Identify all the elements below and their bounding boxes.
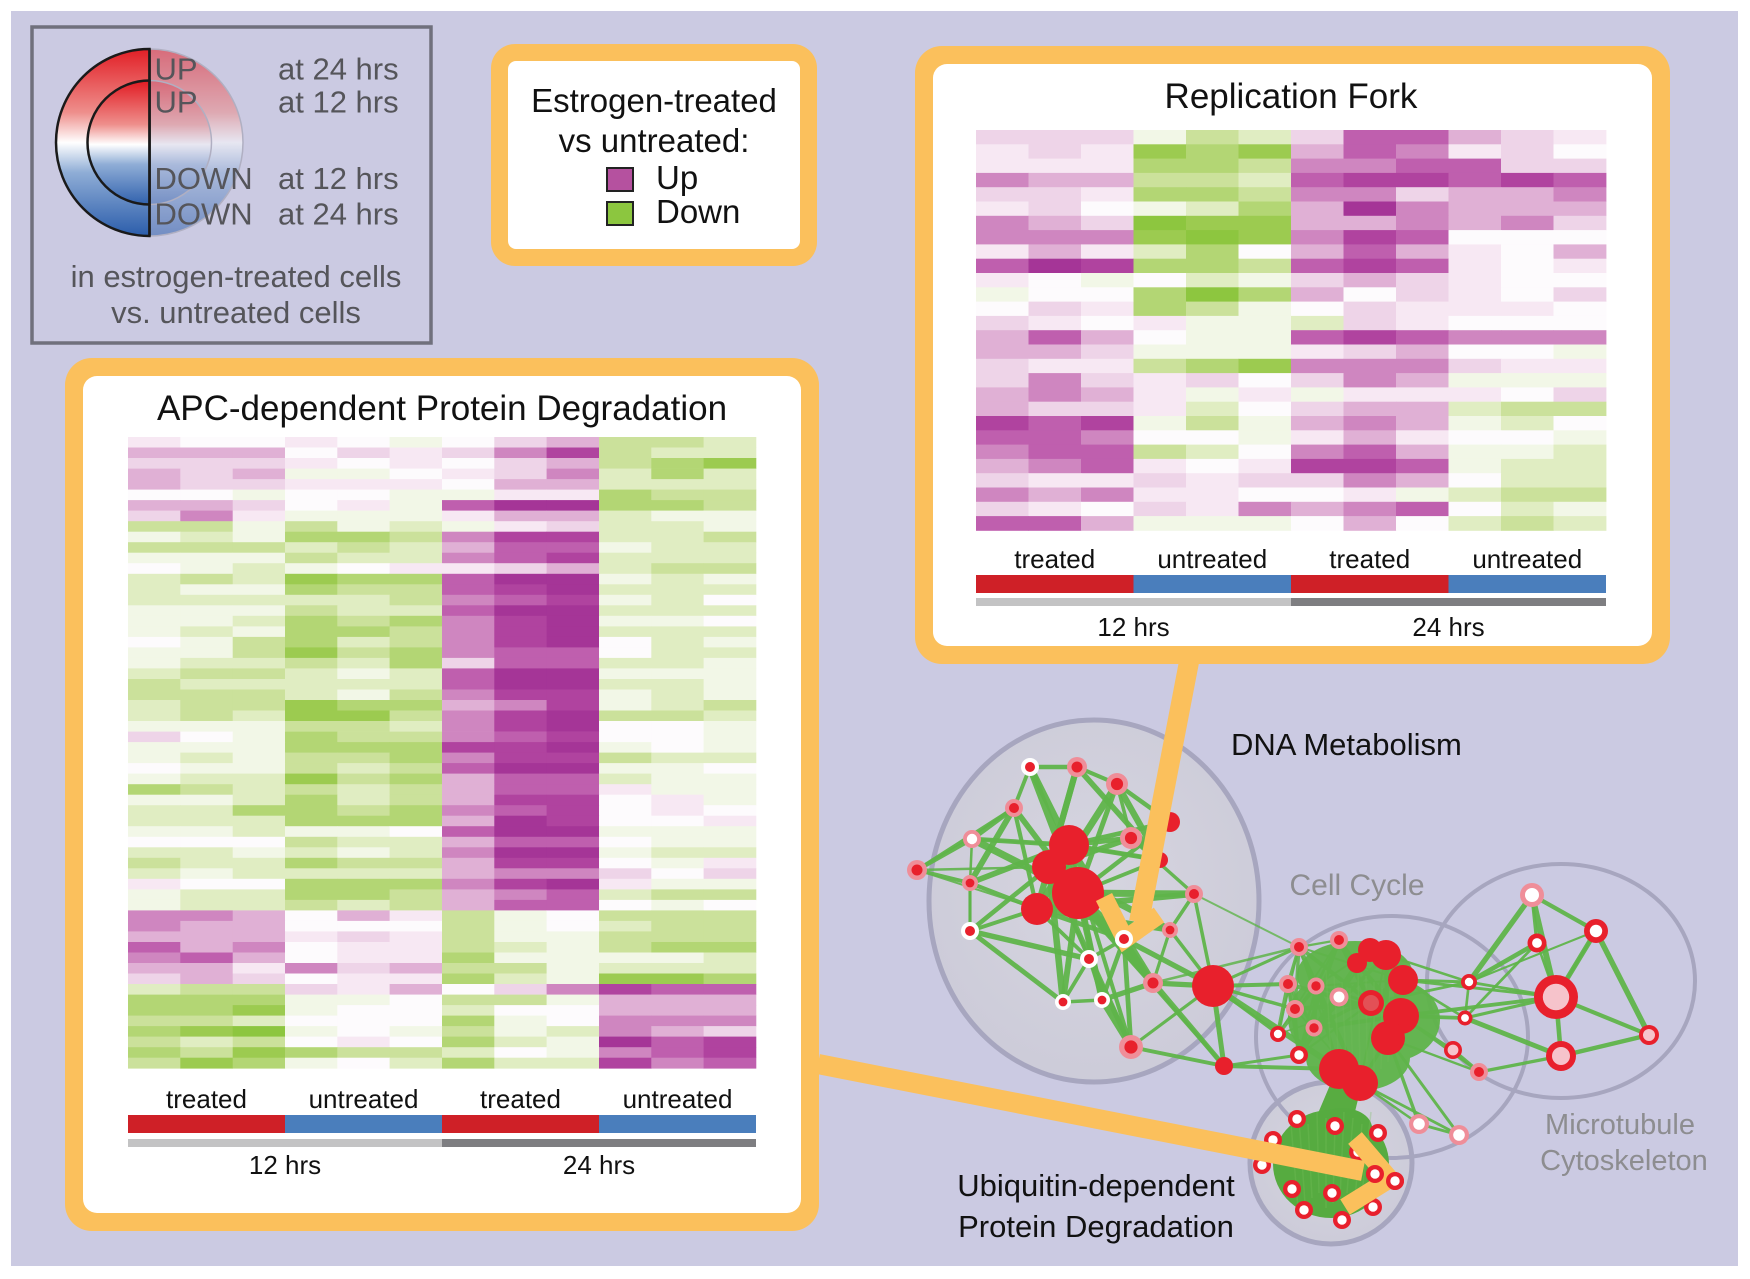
svg-text:treated: treated <box>1329 544 1410 574</box>
svg-text:Microtubule: Microtubule <box>1545 1109 1695 1141</box>
svg-text:24 hrs: 24 hrs <box>563 1150 635 1180</box>
svg-text:Down: Down <box>656 193 740 230</box>
svg-text:12 hrs: 12 hrs <box>249 1150 321 1180</box>
svg-text:untreated: untreated <box>1472 544 1582 574</box>
svg-text:Protein Degradation: Protein Degradation <box>958 1209 1234 1244</box>
svg-text:12 hrs: 12 hrs <box>1097 612 1169 642</box>
svg-text:DOWN: DOWN <box>155 197 253 232</box>
svg-text:Estrogen-treated: Estrogen-treated <box>531 82 777 119</box>
svg-text:Up: Up <box>656 159 698 196</box>
svg-text:untreated: untreated <box>623 1084 733 1114</box>
svg-text:at 12 hrs: at 12 hrs <box>278 85 399 120</box>
svg-text:APC-dependent Protein Degradat: APC-dependent Protein Degradation <box>157 389 727 428</box>
svg-text:untreated: untreated <box>1157 544 1267 574</box>
svg-text:treated: treated <box>480 1084 561 1114</box>
svg-text:Cytoskeleton: Cytoskeleton <box>1540 1145 1708 1177</box>
svg-text:Cell Cycle: Cell Cycle <box>1289 869 1424 902</box>
svg-text:DNA Metabolism: DNA Metabolism <box>1231 727 1462 762</box>
svg-text:Replication Fork: Replication Fork <box>1165 77 1418 116</box>
svg-text:at 24 hrs: at 24 hrs <box>278 52 399 87</box>
svg-text:treated: treated <box>166 1084 247 1114</box>
svg-text:in estrogen-treated cells: in estrogen-treated cells <box>71 259 402 294</box>
svg-text:at 24 hrs: at 24 hrs <box>278 197 399 232</box>
svg-text:vs. untreated cells: vs. untreated cells <box>111 295 361 330</box>
svg-text:UP: UP <box>155 52 198 87</box>
svg-text:Ubiquitin-dependent: Ubiquitin-dependent <box>957 1168 1235 1203</box>
svg-text:24 hrs: 24 hrs <box>1412 612 1484 642</box>
svg-text:treated: treated <box>1014 544 1095 574</box>
svg-text:at 12 hrs: at 12 hrs <box>278 161 399 196</box>
svg-text:UP: UP <box>155 85 198 120</box>
svg-text:vs untreated:: vs untreated: <box>559 122 750 159</box>
svg-text:DOWN: DOWN <box>155 161 253 196</box>
svg-text:untreated: untreated <box>309 1084 419 1114</box>
